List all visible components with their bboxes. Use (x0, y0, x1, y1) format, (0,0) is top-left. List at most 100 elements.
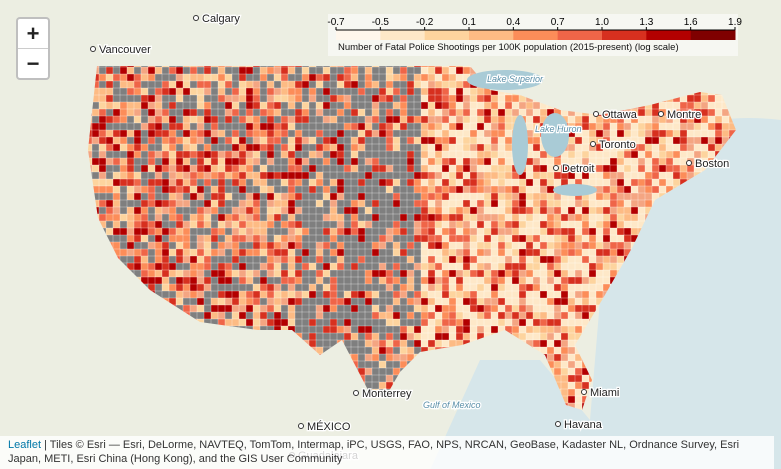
county (273, 234, 282, 243)
county (392, 143, 401, 152)
county (406, 290, 415, 299)
leaflet-link[interactable]: Leaflet (8, 439, 42, 451)
county (637, 199, 646, 208)
county (553, 311, 562, 320)
county (658, 136, 667, 145)
county (525, 227, 534, 236)
county (518, 318, 527, 327)
county (147, 171, 156, 180)
county (168, 136, 177, 145)
county (301, 136, 310, 145)
county (434, 248, 443, 257)
county (189, 73, 198, 82)
county (490, 325, 499, 334)
county (364, 276, 373, 285)
county (147, 164, 156, 173)
county (665, 171, 674, 180)
county (273, 290, 282, 299)
county (595, 241, 604, 250)
county (364, 297, 373, 306)
county (210, 241, 219, 250)
county (469, 101, 478, 110)
zoom-in[interactable]: + (26, 21, 40, 46)
county (287, 101, 296, 110)
county (294, 241, 303, 250)
county (140, 248, 149, 257)
county (392, 290, 401, 299)
county (203, 227, 212, 236)
county (294, 283, 303, 292)
county (546, 248, 555, 257)
county (679, 143, 688, 152)
county (140, 115, 149, 124)
county (203, 157, 212, 166)
county (371, 80, 380, 89)
county (483, 290, 492, 299)
county (602, 276, 611, 285)
county (140, 234, 149, 243)
county (490, 101, 499, 110)
county (448, 304, 457, 313)
county (357, 227, 366, 236)
county (413, 304, 422, 313)
county (322, 241, 331, 250)
county (399, 66, 408, 75)
county (511, 269, 520, 278)
county (140, 178, 149, 187)
county (385, 143, 394, 152)
county (105, 94, 114, 103)
county (329, 311, 338, 320)
county (168, 122, 177, 131)
county (231, 73, 240, 82)
county (161, 129, 170, 138)
legend-title: Number of Fatal Police Shootings per 100… (338, 42, 679, 53)
county (308, 241, 317, 250)
county (189, 234, 198, 243)
county (126, 241, 135, 250)
county (161, 115, 170, 124)
lake (512, 115, 528, 175)
county (392, 150, 401, 159)
county (434, 122, 443, 131)
county (567, 255, 576, 264)
county (385, 234, 394, 243)
county (476, 129, 485, 138)
county (378, 115, 387, 124)
county (126, 150, 135, 159)
county (532, 276, 541, 285)
county (245, 290, 254, 299)
county (315, 150, 324, 159)
county (371, 87, 380, 96)
county (371, 367, 380, 376)
county (182, 269, 191, 278)
zoom-out[interactable]: − (18, 48, 48, 78)
county (378, 185, 387, 194)
county (168, 87, 177, 96)
county (434, 339, 443, 348)
county (308, 325, 317, 334)
county (294, 213, 303, 222)
county (231, 241, 240, 250)
county (469, 269, 478, 278)
county (154, 241, 163, 250)
county (182, 276, 191, 285)
county (245, 66, 254, 75)
county (336, 290, 345, 299)
county (413, 269, 422, 278)
county (476, 213, 485, 222)
county (567, 150, 576, 159)
county (630, 157, 639, 166)
county (133, 136, 142, 145)
county (294, 248, 303, 257)
county (245, 143, 254, 152)
county (385, 339, 394, 348)
county (196, 66, 205, 75)
county (399, 276, 408, 285)
county (574, 150, 583, 159)
county (518, 199, 527, 208)
county (616, 234, 625, 243)
county (175, 171, 184, 180)
county (364, 185, 373, 194)
county (665, 122, 674, 131)
